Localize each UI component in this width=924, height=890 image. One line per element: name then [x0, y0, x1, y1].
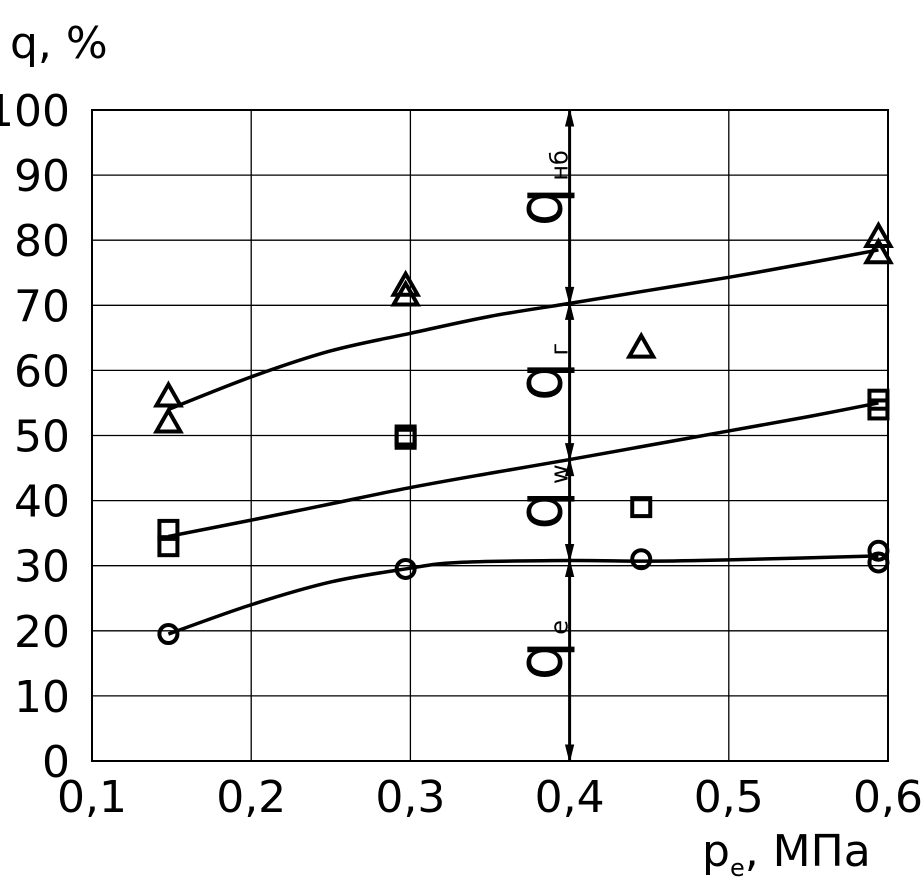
region-label-qг: qг: [504, 343, 577, 401]
divider-arrow-up: [564, 303, 575, 320]
divider-arrow-up: [564, 109, 575, 127]
divider-arrow-down: [564, 744, 575, 762]
y-tick-label: 80: [14, 216, 70, 267]
triangle-marker: [863, 237, 894, 265]
y-tick-label: 60: [14, 346, 70, 397]
y-tick-label: 30: [14, 542, 70, 593]
region-label-letter: q: [504, 641, 577, 680]
x-tick-label: 0,3: [375, 772, 445, 823]
circle-marker: [867, 551, 890, 574]
x-tick-label: 0,5: [694, 772, 764, 823]
x-axis-label-symbol: p: [702, 826, 730, 877]
circle-marker: [394, 557, 417, 580]
grid: [91, 109, 889, 762]
triangle-marker: [625, 331, 657, 359]
circle-marker: [630, 548, 653, 571]
x-tick-label: 0,1: [57, 772, 127, 823]
divider-arrow-down: [564, 543, 575, 561]
divider-arrow-up: [564, 459, 575, 477]
divider-arrow-down: [564, 443, 575, 460]
x-tick-label: 0,2: [216, 772, 286, 823]
x-axis-label: pe, МПа: [702, 826, 871, 882]
triangle-marker: [152, 406, 184, 434]
x-tick-label: 0,4: [535, 772, 605, 823]
y-tick-label: 20: [14, 607, 70, 658]
y-tick-label: 0: [42, 737, 70, 788]
region-label-letter: q: [504, 490, 577, 529]
x-axis-label-unit: , МПа: [745, 826, 871, 877]
circle-marker: [157, 623, 180, 646]
fit-curve-circle: [167, 554, 879, 636]
square-marker: [630, 496, 653, 519]
triangle-marker: [152, 380, 184, 408]
region-label-letter: q: [504, 187, 577, 226]
divider-arrow-down: [564, 286, 575, 304]
y-tick-label: 50: [14, 412, 70, 463]
fit-curves: [167, 248, 879, 636]
y-tick-label: 100: [0, 86, 70, 137]
region-label-qw: qw: [504, 464, 577, 529]
fit-curve-square: [168, 401, 879, 539]
axis-labels: q, %pe, МПа: [10, 18, 871, 882]
fit-curve-triangle: [167, 248, 879, 412]
region-label-qнб: q нб: [504, 150, 577, 226]
square-marker: [394, 427, 417, 450]
region-label-qe: qe: [504, 620, 577, 680]
tick-labels: 0,1 0,2 0,3 0,4 0,5 0,6 0 10 20 30 40 50 60 70 80 90 100: [0, 86, 923, 823]
square-marker: [157, 535, 180, 558]
divider-arrow-up: [564, 560, 575, 577]
circle-marker: [867, 539, 890, 562]
data-markers: [152, 220, 894, 646]
x-axis-label-subscript: e: [730, 854, 745, 882]
y-tick-label: 10: [14, 672, 70, 723]
triangle-marker: [390, 279, 422, 307]
square-marker: [867, 398, 890, 421]
y-tick-label: 90: [14, 151, 70, 202]
triangle-marker: [390, 269, 422, 297]
triangle-marker: [863, 220, 894, 248]
region-label-subscript: e: [546, 620, 574, 635]
y-tick-label: 70: [14, 281, 70, 332]
y-axis-label: q, %: [10, 18, 108, 69]
y-tick-label: 40: [14, 477, 70, 528]
x-tick-label: 0,6: [853, 772, 923, 823]
region-label-subscript: нб: [546, 150, 574, 181]
region-label-subscript: г: [546, 343, 574, 356]
region-label-letter: q: [504, 362, 577, 401]
region-label-subscript: w: [546, 464, 574, 484]
